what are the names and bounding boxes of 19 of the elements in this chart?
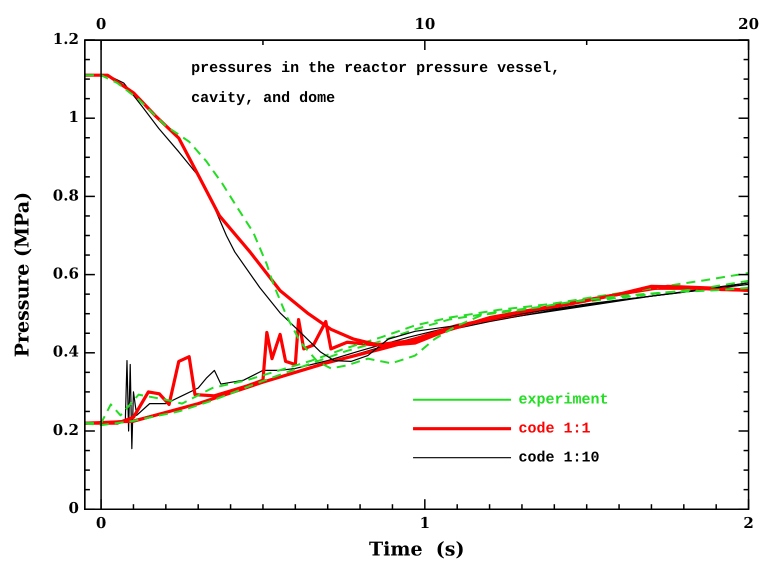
y-tick-label: 0.4: [52, 342, 79, 361]
text: experiment: [518, 391, 609, 408]
x-axis-title: Time (s): [368, 538, 464, 561]
x2-tick-label: 20: [738, 14, 759, 33]
y-tick-label: 0.2: [52, 420, 79, 439]
y-tick-label: 1.2: [52, 30, 79, 48]
text: pressures in the reactor pressure vessel, cavity, and dome: [191, 60, 560, 107]
text: code 1:10: [518, 449, 600, 466]
y-axis-title: Pressure (MPa): [11, 192, 34, 358]
x2-tick-label: 10: [414, 14, 436, 33]
x-tick-label: 1: [420, 514, 430, 532]
x-tick-label: 0: [96, 514, 106, 532]
y-tick-label: 0.6: [52, 264, 79, 282]
y-tick-label: 0: [68, 499, 79, 518]
y-tick-label: 0.8: [52, 186, 79, 204]
x-tick-label: 2: [743, 514, 754, 532]
x2-tick-label: 0: [96, 14, 106, 33]
y-tick-label: 1: [68, 108, 79, 126]
text: code 1:1: [518, 420, 591, 438]
